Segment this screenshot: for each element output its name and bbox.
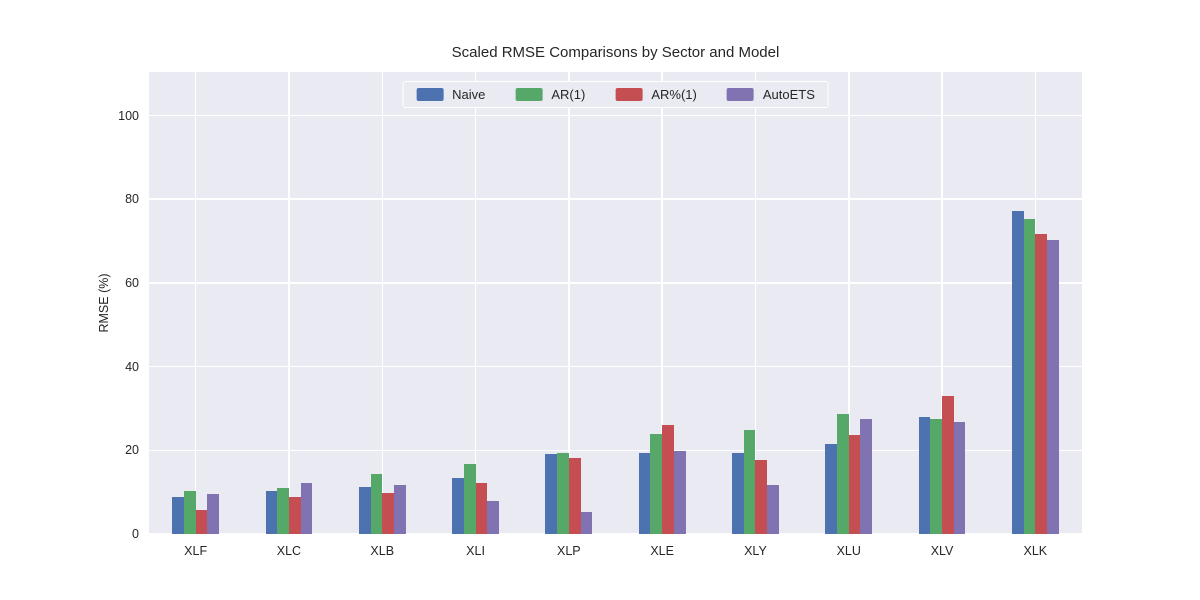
y-tick-label-40: 40 <box>125 359 139 374</box>
x-tick-label-XLB: XLB <box>370 544 395 558</box>
x-tick-label-XLC: XLC <box>276 544 302 558</box>
bar-XLP-Naive <box>545 454 558 534</box>
y-tick-label-0: 0 <box>132 527 139 541</box>
bar-XLY-AutoETS <box>767 485 779 534</box>
bar-XLP-AR%(1) <box>568 457 581 534</box>
bar-XLI-Naive <box>452 477 464 534</box>
bar-XLE-AR(1) <box>650 433 663 534</box>
legend-label-Naive: Naive <box>452 87 486 102</box>
gridline-v-XLI <box>474 72 477 534</box>
bar-XLI-AutoETS <box>487 500 499 534</box>
bar-XLE-AR%(1) <box>662 425 674 534</box>
y-tick-label-100: 100 <box>118 108 139 123</box>
bar-XLF-AutoETS <box>207 493 220 534</box>
bar-XLU-AR(1) <box>837 413 849 534</box>
gridline-h-80 <box>149 198 1082 200</box>
legend-swatch-Naive <box>416 88 444 101</box>
bar-XLY-Naive <box>732 452 744 534</box>
bar-XLB-Naive <box>358 486 371 534</box>
bar-XLB-AR(1) <box>370 473 383 534</box>
bar-XLI-AR%(1) <box>475 482 488 534</box>
bar-XLP-AutoETS <box>580 511 593 534</box>
gridline-v-XLU <box>848 72 850 534</box>
bar-XLC-AR%(1) <box>288 497 301 534</box>
bar-XLV-Naive <box>918 416 931 534</box>
legend-item-AutoETS: AutoETS <box>726 87 815 102</box>
bar-XLV-AutoETS <box>953 421 966 534</box>
bar-XLI-AR(1) <box>463 463 476 534</box>
bar-XLB-AutoETS <box>393 485 406 534</box>
chart-title: Scaled RMSE Comparisons by Sector and Mo… <box>451 44 780 61</box>
legend-label-AutoETS: AutoETS <box>762 87 815 102</box>
bar-XLK-Naive <box>1011 210 1024 534</box>
gridline-h-40 <box>149 365 1082 368</box>
plot-area: Naive AR(1) AR%(1) AutoETS <box>149 72 1082 535</box>
gridline-h-0 <box>149 533 1082 535</box>
legend-swatch-AutoETS <box>726 88 754 101</box>
bar-XLE-AutoETS <box>673 450 686 534</box>
bar-XLF-AR%(1) <box>195 509 208 534</box>
gridline-v-XLY <box>754 72 757 534</box>
gridline-h-100 <box>149 114 1082 117</box>
legend-item-AR%(1): AR%(1) <box>615 87 697 102</box>
bar-XLK-AutoETS <box>1047 239 1059 534</box>
x-tick-label-XLE: XLE <box>650 544 674 558</box>
legend-swatch-AR%(1) <box>615 88 643 101</box>
bar-XLE-Naive <box>638 452 651 534</box>
bar-XLK-AR%(1) <box>1035 233 1048 534</box>
legend-label-AR%(1): AR%(1) <box>651 87 697 102</box>
bar-XLC-AR(1) <box>277 487 289 534</box>
gridline-v-XLF <box>194 72 197 534</box>
gridline-h-60 <box>149 282 1082 284</box>
x-tick-label-XLY: XLY <box>744 544 767 558</box>
bar-XLF-AR(1) <box>183 491 196 534</box>
y-tick-label-20: 20 <box>125 443 139 458</box>
gridline-h-20 <box>149 449 1082 452</box>
x-tick-label-XLV: XLV <box>930 544 954 558</box>
bar-XLC-Naive <box>265 491 278 534</box>
y-tick-label-60: 60 <box>125 275 139 290</box>
bar-XLF-Naive <box>172 497 184 534</box>
legend-label-AR(1): AR(1) <box>551 87 586 102</box>
bar-XLK-AR(1) <box>1023 219 1036 534</box>
gridline-v-XLV <box>941 72 943 534</box>
y-tick-label-80: 80 <box>125 192 139 207</box>
x-tick-label-XLP: XLP <box>557 544 581 558</box>
x-tick-label-XLF: XLF <box>184 544 208 558</box>
bar-XLP-AR(1) <box>557 453 569 534</box>
legend-item-Naive: Naive <box>416 87 485 102</box>
bar-XLV-AR(1) <box>930 418 943 534</box>
gridline-v-XLB <box>381 72 383 534</box>
legend: Naive AR(1) AR%(1) AutoETS <box>402 81 829 108</box>
bar-XLV-AR%(1) <box>942 395 954 534</box>
x-tick-label-XLI: XLI <box>466 544 485 558</box>
bar-XLY-AR(1) <box>743 430 756 534</box>
legend-swatch-AR(1) <box>515 88 543 101</box>
gridline-v-XLC <box>288 72 290 534</box>
x-tick-label-XLK: XLK <box>1023 544 1048 558</box>
x-tick-label-XLU: XLU <box>836 544 861 558</box>
bar-XLU-AR%(1) <box>848 435 861 534</box>
gridline-v-XLE <box>661 72 663 534</box>
gridline-v-XLP <box>568 72 570 534</box>
bar-XLB-AR%(1) <box>382 492 394 534</box>
legend-item-AR(1): AR(1) <box>515 87 585 102</box>
bar-XLY-AR%(1) <box>755 459 768 534</box>
bar-XLU-Naive <box>825 444 838 534</box>
bar-XLC-AutoETS <box>300 483 313 534</box>
bar-XLU-AutoETS <box>860 418 873 534</box>
